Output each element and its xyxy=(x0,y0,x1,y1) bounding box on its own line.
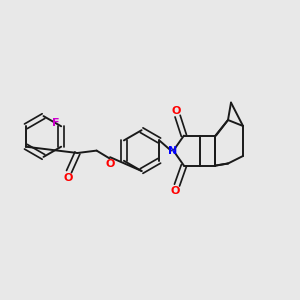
Text: O: O xyxy=(171,106,181,116)
Text: F: F xyxy=(52,118,59,128)
Text: O: O xyxy=(63,173,73,183)
Text: O: O xyxy=(171,185,180,196)
Text: N: N xyxy=(169,146,178,156)
Text: O: O xyxy=(105,159,115,169)
